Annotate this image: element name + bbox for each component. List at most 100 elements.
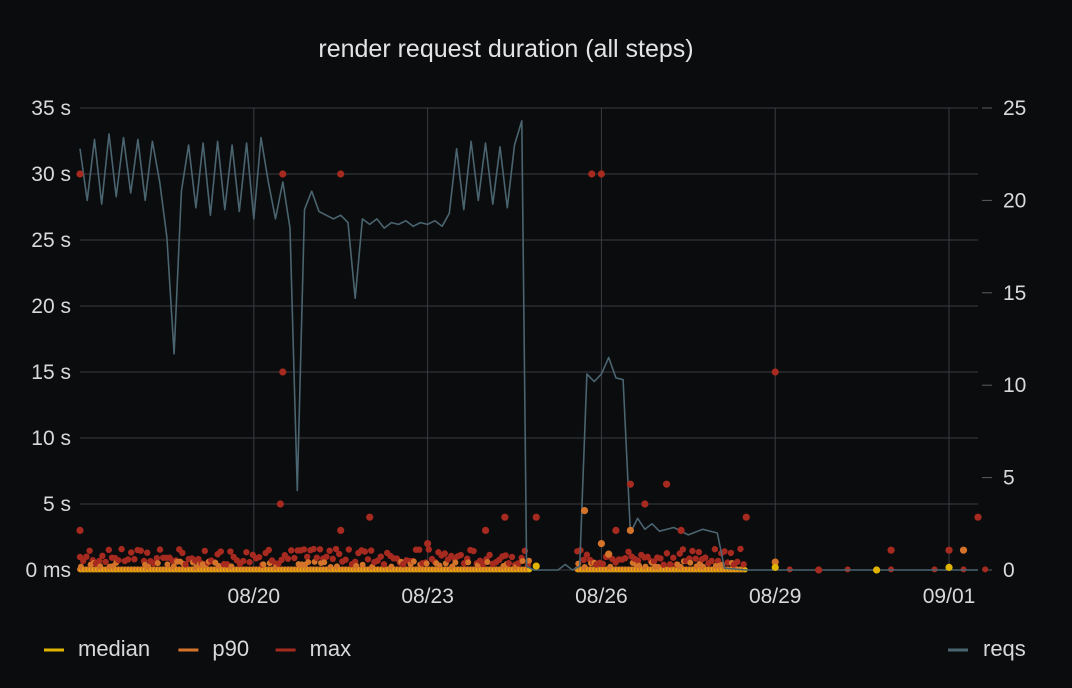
chart-title: render request duration (all steps) xyxy=(318,35,693,63)
max-point xyxy=(679,546,687,553)
max-point xyxy=(441,550,448,557)
p90-point xyxy=(580,507,589,515)
max-point xyxy=(265,546,272,554)
right-y-axis: 0 5 10 15 20 25 xyxy=(982,97,1026,582)
max-point xyxy=(304,553,311,561)
max-point xyxy=(660,561,667,568)
p90-point xyxy=(484,558,491,565)
max-point xyxy=(246,558,253,566)
p90-point xyxy=(605,550,613,558)
p90-point xyxy=(771,558,779,566)
max-point xyxy=(711,546,719,553)
max-point xyxy=(361,548,368,555)
max-point xyxy=(599,560,607,568)
max-point xyxy=(424,540,432,548)
max-point xyxy=(641,500,649,508)
max-point xyxy=(501,513,509,521)
left-y-axis: 0 ms 5 s 10 s 15 s 20 s 25 s 30 s 35 s xyxy=(25,97,71,582)
max-point xyxy=(182,561,189,568)
max-point xyxy=(313,554,320,561)
max-point xyxy=(982,566,989,573)
p90-point xyxy=(305,559,312,566)
max-point xyxy=(714,557,722,565)
max-point xyxy=(532,513,540,521)
legend-label-p90: p90 xyxy=(212,636,249,661)
max-point xyxy=(708,557,715,565)
legend-item-max[interactable]: max xyxy=(275,636,352,661)
max-point xyxy=(508,553,516,561)
max-point xyxy=(366,513,374,521)
y-left-tick-label: 5 s xyxy=(43,493,71,516)
max-point xyxy=(737,545,744,553)
legend-item-reqs[interactable]: reqs xyxy=(948,636,1026,661)
max-point xyxy=(316,546,324,553)
max-point xyxy=(486,551,493,559)
max-point xyxy=(131,555,138,563)
legend-left[interactable]: median p90 max xyxy=(44,636,351,661)
max-point xyxy=(626,480,634,488)
max-point xyxy=(76,170,84,178)
max-point xyxy=(201,547,208,555)
max-point xyxy=(240,557,247,565)
max-point xyxy=(380,561,388,568)
y-left-tick-label: 20 s xyxy=(31,295,71,318)
p90-point xyxy=(423,560,430,567)
max-point xyxy=(815,566,823,574)
max-point xyxy=(345,546,352,553)
max-point xyxy=(279,368,287,376)
legend-label-reqs: reqs xyxy=(983,636,1026,661)
p90-point xyxy=(959,546,968,554)
max-point xyxy=(727,549,735,557)
max-point xyxy=(337,526,345,535)
p90-point xyxy=(687,559,694,566)
max-point xyxy=(734,558,741,566)
max-point xyxy=(278,556,285,564)
max-point xyxy=(771,368,779,376)
max-point xyxy=(118,545,125,553)
p90-point xyxy=(260,561,267,568)
y-left-tick-label: 35 s xyxy=(31,97,71,120)
max-point xyxy=(337,170,345,178)
max-point xyxy=(677,526,685,535)
max-point xyxy=(243,548,250,556)
y-right-tick-label: 10 xyxy=(1003,374,1026,397)
max-point xyxy=(124,556,132,563)
max-point xyxy=(505,560,512,567)
max-point xyxy=(227,548,234,555)
max-point xyxy=(291,554,298,562)
max-point xyxy=(99,552,106,560)
median-point xyxy=(945,563,953,571)
max-point xyxy=(657,555,664,562)
legend-right[interactable]: reqs xyxy=(948,636,1026,661)
max-point xyxy=(329,555,336,563)
max-point xyxy=(481,526,490,535)
max-point xyxy=(276,500,284,508)
max-point xyxy=(83,553,90,560)
max-point xyxy=(425,546,432,553)
max-point xyxy=(96,557,103,565)
dense-scatter-band xyxy=(76,545,989,573)
max-point xyxy=(102,558,109,566)
p90-point xyxy=(597,540,606,548)
max-point xyxy=(364,556,372,563)
max-point xyxy=(326,547,333,554)
max-point xyxy=(974,513,982,521)
legend-item-p90[interactable]: p90 xyxy=(178,636,249,661)
y-left-tick-label: 30 s xyxy=(31,163,71,186)
y-left-tick-label: 10 s xyxy=(31,427,71,450)
y-right-tick-label: 15 xyxy=(1003,282,1026,305)
max-point xyxy=(323,553,330,560)
p90-point xyxy=(526,557,532,564)
max-point xyxy=(86,547,93,554)
max-point xyxy=(670,554,677,561)
grid-layer xyxy=(80,107,978,571)
max-point xyxy=(721,548,728,555)
legend-item-median[interactable]: median xyxy=(44,636,150,661)
max-point xyxy=(336,550,343,558)
median-point xyxy=(873,566,881,574)
max-point xyxy=(279,170,287,178)
y-right-tick-label: 5 xyxy=(1003,467,1015,490)
max-point xyxy=(368,547,375,554)
max-point xyxy=(332,545,340,553)
max-point xyxy=(634,557,642,564)
